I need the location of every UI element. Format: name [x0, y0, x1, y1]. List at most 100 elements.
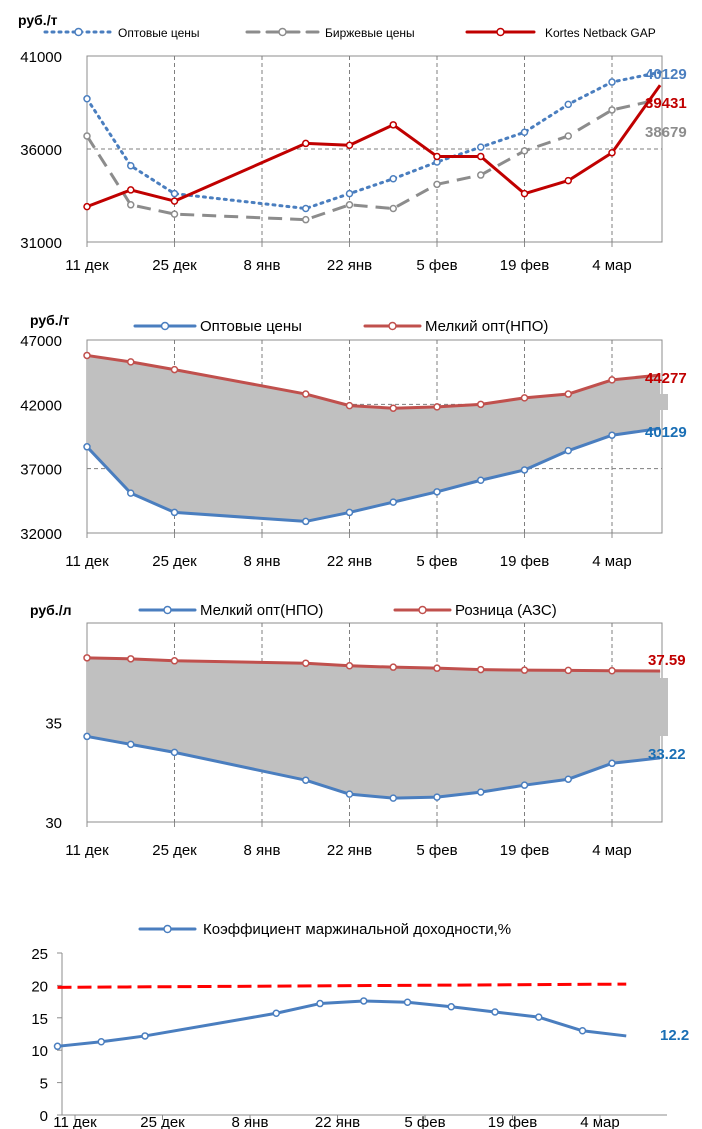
data-point: [83, 443, 91, 451]
data-point: [389, 794, 397, 802]
data-point: [127, 161, 135, 170]
legend-marker: [388, 321, 397, 331]
data-point: [389, 175, 397, 183]
y-tick-label: 32000: [20, 526, 62, 543]
data-point: [389, 121, 397, 129]
x-tick-label: 22 янв: [315, 1114, 360, 1129]
data-point: [302, 139, 310, 148]
y-axis-label: руб./т: [18, 12, 58, 28]
spread-area-tail: [640, 678, 668, 736]
data-point: [491, 1008, 499, 1016]
spread-area-tail: [640, 394, 668, 410]
y-axis-label: руб./т: [30, 312, 70, 328]
series-Мелкий опт(НПО): [83, 732, 661, 802]
data-point: [389, 498, 397, 506]
series-Биржевые цены: [83, 97, 661, 224]
data-point: [520, 189, 529, 198]
x-tick-label: 5 фев: [404, 1114, 445, 1129]
series-Розница (АЗС): [83, 654, 661, 675]
y-tick-label: 35: [45, 716, 62, 733]
data-point: [608, 759, 616, 768]
data-point: [170, 365, 179, 374]
x-tick-label: 8 янв: [244, 553, 281, 570]
data-point: [564, 390, 572, 398]
data-point: [302, 390, 310, 398]
y-tick-label: 15: [31, 1011, 48, 1028]
data-point: [608, 376, 616, 384]
legend-entry: Розница (АЗС): [393, 602, 557, 619]
x-tick-label: 5 фев: [416, 257, 457, 274]
series-line: [85, 97, 661, 222]
end-value-label: 40129: [645, 424, 687, 441]
data-point: [83, 95, 91, 103]
end-value-label: 37.59: [648, 652, 686, 669]
y-tick-label: 41000: [20, 49, 62, 66]
legend-label: Биржевые цены: [325, 26, 415, 40]
data-point: [433, 180, 441, 189]
data-point: [345, 662, 354, 670]
y-tick-label: 47000: [20, 333, 62, 350]
series-Kortes Netback GAP: [83, 84, 662, 211]
end-value-label: 33.22: [648, 746, 686, 763]
end-value-label: 12.2: [660, 1027, 689, 1044]
x-tick-label: 19 фев: [500, 842, 550, 859]
legend-entry: Оптовые цены: [43, 26, 200, 40]
data-point: [477, 152, 485, 161]
data-point: [83, 654, 91, 662]
data-point: [520, 128, 529, 137]
data-point: [477, 143, 485, 151]
x-tick-label: 8 янв: [244, 842, 281, 859]
x-tick-label: 25 дек: [152, 842, 197, 859]
data-point: [170, 197, 179, 205]
data-point: [403, 998, 412, 1006]
series-Оптовые цены: [83, 426, 661, 526]
x-tick-label: 25 дек: [152, 257, 197, 274]
legend-label: Оптовые цены: [200, 318, 302, 335]
x-tick-label: 11 дек: [65, 553, 109, 570]
data-point: [447, 1003, 455, 1011]
data-point: [433, 488, 441, 496]
x-tick-label: 19 фев: [500, 257, 550, 274]
legend-marker: [163, 924, 172, 934]
data-point: [389, 204, 397, 213]
data-point: [477, 476, 485, 484]
legend-entry: Оптовые цены: [133, 318, 302, 335]
data-point: [127, 186, 135, 194]
legend-marker: [163, 605, 172, 615]
legend-entry: Коэффициент маржинальной доходности,%: [138, 921, 511, 938]
series-line: [85, 70, 662, 211]
data-point: [127, 740, 135, 749]
x-tick-label: 11 дек: [53, 1114, 97, 1129]
legend-marker: [418, 605, 427, 615]
x-tick-label: 4 мар: [592, 553, 632, 570]
series-line: [86, 734, 661, 800]
data-point: [345, 201, 354, 209]
x-tick-label: 4 мар: [592, 842, 632, 859]
series-line: [57, 999, 627, 1048]
y-tick-label: 20: [31, 978, 48, 995]
chart-4: 0 5 10 15 20 25 11 дек 25 дек 8 янв 22 янв 5 фев 19…: [31, 921, 689, 1129]
legend-marker: [74, 27, 83, 37]
x-tick-label: 11 дек: [65, 842, 109, 859]
x-tick-label: 19 фев: [488, 1114, 538, 1129]
data-point: [141, 1032, 149, 1040]
x-tick-label: 4 мар: [592, 257, 632, 274]
data-point: [564, 176, 572, 185]
data-point: [302, 776, 310, 784]
data-point: [564, 446, 572, 455]
data-point: [272, 1009, 280, 1018]
data-point: [433, 664, 441, 672]
data-point: [389, 404, 397, 412]
data-point: [360, 997, 368, 1005]
chart-3: 30 35 11 дек 25 дек 8 янв 22 янв 5 фев 19 фев 4 …: [30, 602, 686, 859]
y-tick-label: 31000: [20, 235, 62, 252]
end-value-label: 44277: [645, 370, 687, 387]
data-point: [345, 189, 354, 198]
data-point: [608, 106, 616, 114]
series-line: [86, 84, 662, 209]
end-value-label: 39431: [645, 95, 687, 112]
x-tick-label: 22 янв: [327, 257, 372, 274]
data-point: [83, 132, 91, 140]
data-point: [97, 1038, 105, 1046]
